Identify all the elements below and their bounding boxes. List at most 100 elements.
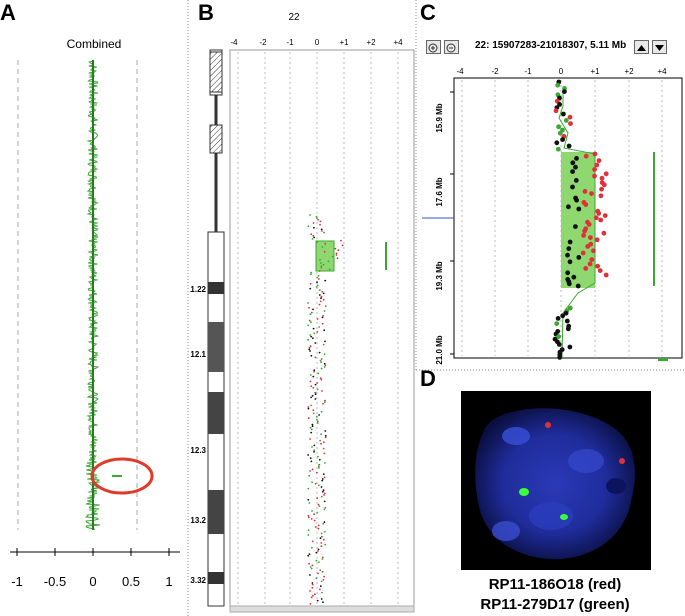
data-point [307,417,310,420]
data-point [563,118,569,123]
data-point [311,540,314,543]
scale-tick: -4 [456,67,464,76]
data-point [322,263,325,266]
data-point [320,228,323,231]
data-point [594,237,600,243]
data-point [307,406,310,408]
data-point [570,160,576,166]
data-point [603,272,609,278]
data-point [316,418,318,421]
scroll-down-button[interactable] [652,40,667,54]
data-point [313,332,316,335]
data-point [311,425,314,428]
data-point [307,529,310,532]
data-point [308,346,311,349]
data-point [316,599,319,602]
data-point [320,598,323,600]
data-point [308,502,311,504]
data-point [307,516,310,519]
chromosome-ideogram [207,49,225,607]
data-point [321,556,324,559]
data-point [321,478,324,480]
data-point [320,295,323,298]
data-point [312,409,315,412]
data-point [314,482,317,485]
data-point [319,439,321,442]
scroll-up-button[interactable] [634,40,649,54]
data-point [309,457,312,460]
data-point [596,211,602,216]
data-point [323,500,326,503]
data-point [318,484,320,487]
data-point [319,220,322,223]
data-point [313,370,315,373]
data-point [331,255,334,258]
scale-tick: -1 [524,67,532,76]
data-point [557,102,562,107]
data-point [310,385,313,388]
data-point [317,274,320,277]
data-point [568,121,573,126]
data-point [318,278,320,280]
panel-a-tick-label: 0 [89,574,96,589]
scale-tick: 0 [315,38,320,47]
data-point [316,511,319,514]
band-label: q13.32 [190,576,207,585]
data-point [309,602,312,605]
data-point [309,574,311,576]
data-point [320,486,323,488]
data-point [308,306,310,309]
data-point [310,431,313,434]
data-point [324,430,327,432]
data-point [309,334,312,336]
data-point [318,289,321,292]
data-point [309,287,312,290]
data-point [317,503,320,506]
data-point [316,318,319,320]
data-point [312,234,315,237]
scale-tick: +4 [393,38,403,47]
position-label: 15.9 Mb [435,103,444,132]
data-point [307,338,309,341]
scale-tick: +2 [366,38,376,47]
probe-red-caption: RP11-186O18 (red) [488,576,622,593]
data-point [323,508,326,511]
data-point [310,271,313,274]
data-point [319,300,322,303]
data-point [323,231,325,234]
fish-image [461,391,651,570]
position-labels: 15.9 Mb 17.6 Mb 19.3 Mb 21.0 Mb [435,103,444,364]
data-point [557,355,563,360]
red-signal [545,422,551,428]
data-point [317,218,319,221]
data-point [314,526,317,528]
data-point [566,143,572,149]
data-point [323,362,326,365]
zoom-out-button[interactable] [444,40,459,54]
data-point [566,204,571,210]
data-point [320,545,323,548]
data-point [312,327,315,330]
data-point [323,492,326,495]
data-point [336,257,339,260]
data-point [322,292,325,295]
data-point [574,156,579,161]
panel-c-label: C [420,0,436,25]
panel-b-points [307,214,344,605]
data-point [310,321,312,324]
data-point [583,202,589,208]
data-point [567,344,573,350]
data-point [311,394,314,397]
zoom-in-button[interactable] [426,40,441,54]
data-point [555,316,561,321]
data-point [323,575,325,578]
data-point [564,318,570,324]
data-point [322,402,324,405]
data-point [310,396,312,399]
panel-b-scrollbar[interactable] [229,605,415,613]
data-point [312,337,314,340]
position-ticks [450,91,454,355]
data-point [602,213,608,219]
data-point [323,401,326,404]
data-point [556,342,562,347]
